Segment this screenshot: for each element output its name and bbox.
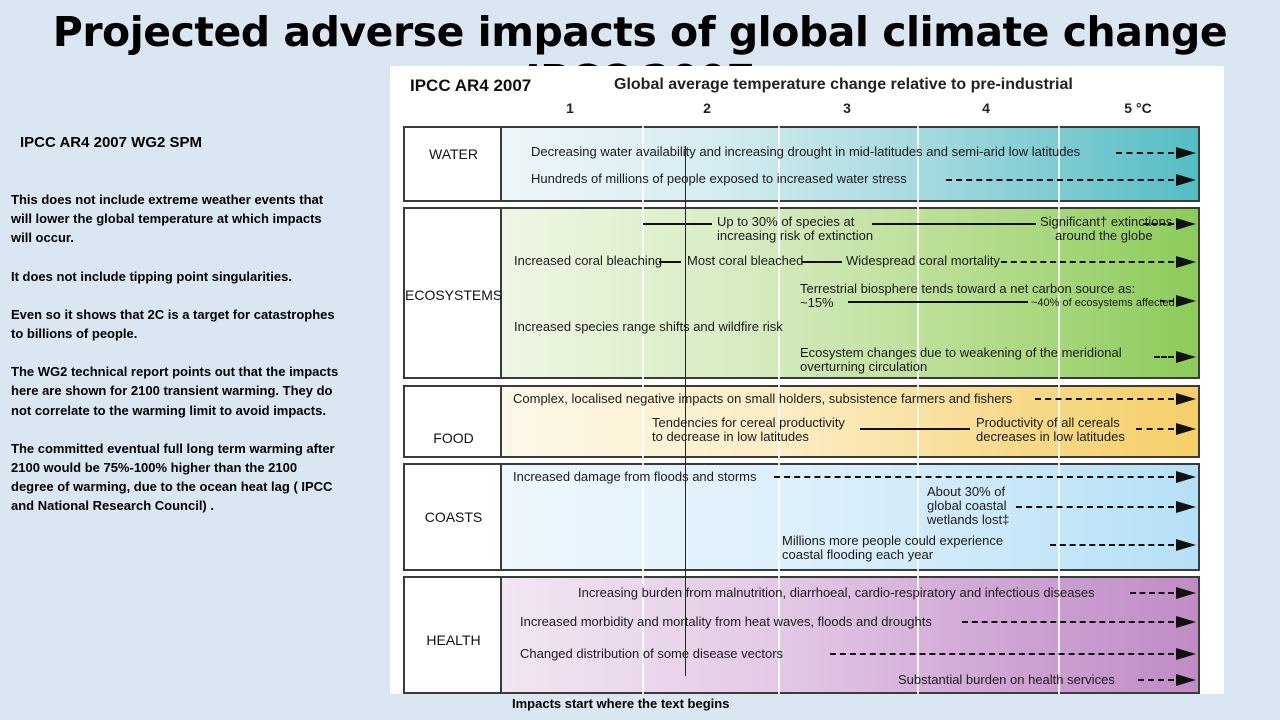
sector-label-text: WATER bbox=[429, 146, 478, 162]
impact-text: Up to 30% of species at bbox=[717, 214, 855, 229]
arrow-icon bbox=[1176, 351, 1196, 363]
tick-label: 2 bbox=[703, 100, 711, 116]
sector-band bbox=[502, 209, 1198, 377]
impact-text: Most coral bleached bbox=[687, 253, 804, 268]
impact-text: Increasing burden from malnutrition, dia… bbox=[578, 585, 1095, 600]
sector-label-text: ECOSYSTEMS bbox=[405, 287, 503, 303]
sector-label: FOOD bbox=[405, 387, 502, 456]
impact-text: Increased coral bleaching bbox=[514, 253, 663, 268]
note-committed-warming: The committed eventual full long term wa… bbox=[11, 440, 335, 514]
arrow-icon bbox=[1176, 648, 1196, 660]
impact-text: Terrestrial biosphere tends toward a net… bbox=[800, 281, 1136, 296]
impact-text: Changed distribution of some disease vec… bbox=[520, 646, 784, 661]
arrow-icon bbox=[1176, 587, 1196, 599]
sector-water: WATER bbox=[403, 126, 1200, 202]
tick-label: 3 bbox=[843, 100, 851, 116]
arrow-icon bbox=[1176, 674, 1196, 686]
impact-text: Widespread coral mortality bbox=[846, 253, 1000, 268]
sector-label-text: HEALTH bbox=[426, 632, 481, 648]
impact-text: Ecosystem changes due to weakening of th… bbox=[800, 345, 1122, 360]
impact-text: Productivity of all cereals bbox=[976, 415, 1120, 430]
sector-label: WATER bbox=[405, 128, 502, 200]
arrow-icon bbox=[1176, 174, 1196, 186]
sector-health: HEALTH bbox=[403, 576, 1200, 694]
impact-text: increasing risk of extinction bbox=[717, 228, 874, 243]
sidebar-notes: This does not include extreme weather ev… bbox=[11, 190, 341, 535]
figure-header: IPCC AR4 2007 bbox=[410, 76, 532, 95]
sector-label: ECOSYSTEMS bbox=[405, 209, 502, 377]
impact-text: Hundreds of millions of people exposed t… bbox=[531, 171, 907, 186]
note-2c-target: Even so it shows that 2C is a target for… bbox=[11, 306, 335, 342]
sector-band bbox=[502, 128, 1198, 200]
impact-text: About 30% of bbox=[927, 484, 1006, 499]
impact-text: Significant† extinctions bbox=[1040, 214, 1173, 229]
tick-label: 4 bbox=[982, 100, 990, 116]
tick-label: 1 bbox=[566, 100, 574, 116]
impact-text: ~40% of ecosystems affected bbox=[1031, 297, 1175, 309]
note-tipping-points: It does not include tipping point singul… bbox=[11, 268, 292, 284]
impact-text: Increased species range shifts and wildf… bbox=[514, 319, 783, 334]
impact-text: decreases in low latitudes bbox=[976, 429, 1125, 444]
impacts-figure: IPCC AR4 2007 Global average temperature… bbox=[390, 66, 1224, 694]
two-degree-marker-line bbox=[685, 146, 686, 676]
sector-label-text: COASTS bbox=[424, 509, 483, 525]
sector-label: HEALTH bbox=[405, 578, 502, 692]
note-extreme-weather: This does not include extreme weather ev… bbox=[11, 192, 324, 246]
sector-ecosystems: ECOSYSTEMS bbox=[403, 207, 1200, 379]
arrow-icon bbox=[1176, 256, 1196, 268]
sector-coasts: COASTS bbox=[403, 463, 1200, 571]
impact-text: Substantial burden on health services bbox=[898, 672, 1115, 687]
impact-text: Tendencies for cereal productivity bbox=[652, 415, 845, 430]
note-transient-warming: The WG2 technical report points out that… bbox=[11, 364, 339, 418]
impact-text: to decrease in low latitudes bbox=[652, 429, 809, 444]
sector-band bbox=[502, 578, 1198, 692]
arrow-icon bbox=[1176, 295, 1196, 307]
impact-text: global coastal bbox=[927, 498, 1007, 513]
arrow-icon bbox=[1176, 147, 1196, 159]
axis-title: Global average temperature change relati… bbox=[614, 76, 1073, 93]
arrow-icon bbox=[1176, 539, 1196, 551]
impact-text: wetlands lost‡ bbox=[927, 512, 1010, 527]
impact-text: around the globe bbox=[1055, 228, 1153, 243]
sector-label-text: FOOD bbox=[433, 430, 474, 446]
tick-label: 5 °C bbox=[1124, 100, 1152, 116]
sector-label: COASTS bbox=[405, 465, 502, 569]
arrow-icon bbox=[1176, 218, 1196, 230]
arrow-icon bbox=[1176, 501, 1196, 513]
impact-text: Millions more people could experience bbox=[782, 533, 1004, 548]
impact-text: ~15% bbox=[800, 295, 834, 310]
figure-footnote: Impacts start where the text begins bbox=[512, 696, 730, 711]
arrow-icon bbox=[1176, 423, 1196, 435]
impact-text: Complex, localised negative impacts on s… bbox=[513, 391, 1013, 406]
impact-text: Decreasing water availability and increa… bbox=[531, 144, 1081, 159]
sidebar-heading: IPCC AR4 2007 WG2 SPM bbox=[20, 134, 202, 151]
impact-text: Increased morbidity and mortality from h… bbox=[520, 614, 932, 629]
sector-band bbox=[502, 465, 1198, 569]
impact-text: overturning circulation bbox=[800, 359, 928, 374]
impact-text: coastal flooding each year bbox=[782, 547, 934, 562]
arrow-icon bbox=[1176, 471, 1196, 483]
arrow-icon bbox=[1176, 616, 1196, 628]
impact-text: Increased damage from floods and storms bbox=[513, 469, 757, 484]
arrow-icon bbox=[1176, 393, 1196, 405]
